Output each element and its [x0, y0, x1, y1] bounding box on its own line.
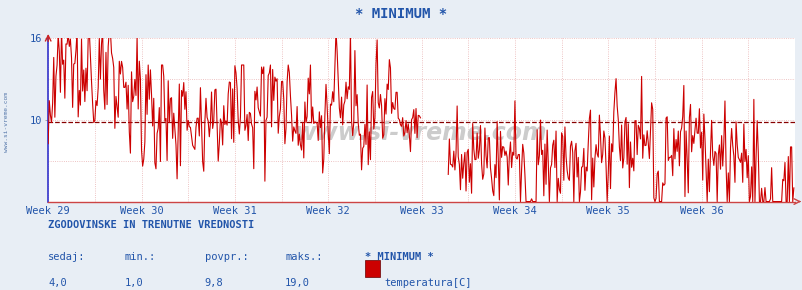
Text: min.:: min.:	[124, 252, 156, 262]
Text: * MINIMUM *: * MINIMUM *	[365, 252, 434, 262]
Text: 1,0: 1,0	[124, 278, 143, 288]
Text: maks.:: maks.:	[285, 252, 322, 262]
Text: sedaj:: sedaj:	[48, 252, 86, 262]
Text: temperatura[C]: temperatura[C]	[384, 278, 472, 288]
Text: www.si-vreme.com: www.si-vreme.com	[4, 92, 9, 152]
Text: www.si-vreme.com: www.si-vreme.com	[295, 121, 547, 145]
Text: povpr.:: povpr.:	[205, 252, 248, 262]
Text: 4,0: 4,0	[48, 278, 67, 288]
Text: 19,0: 19,0	[285, 278, 310, 288]
Text: ZGODOVINSKE IN TRENUTNE VREDNOSTI: ZGODOVINSKE IN TRENUTNE VREDNOSTI	[48, 220, 254, 230]
Text: 9,8: 9,8	[205, 278, 223, 288]
Text: * MINIMUM *: * MINIMUM *	[355, 7, 447, 21]
